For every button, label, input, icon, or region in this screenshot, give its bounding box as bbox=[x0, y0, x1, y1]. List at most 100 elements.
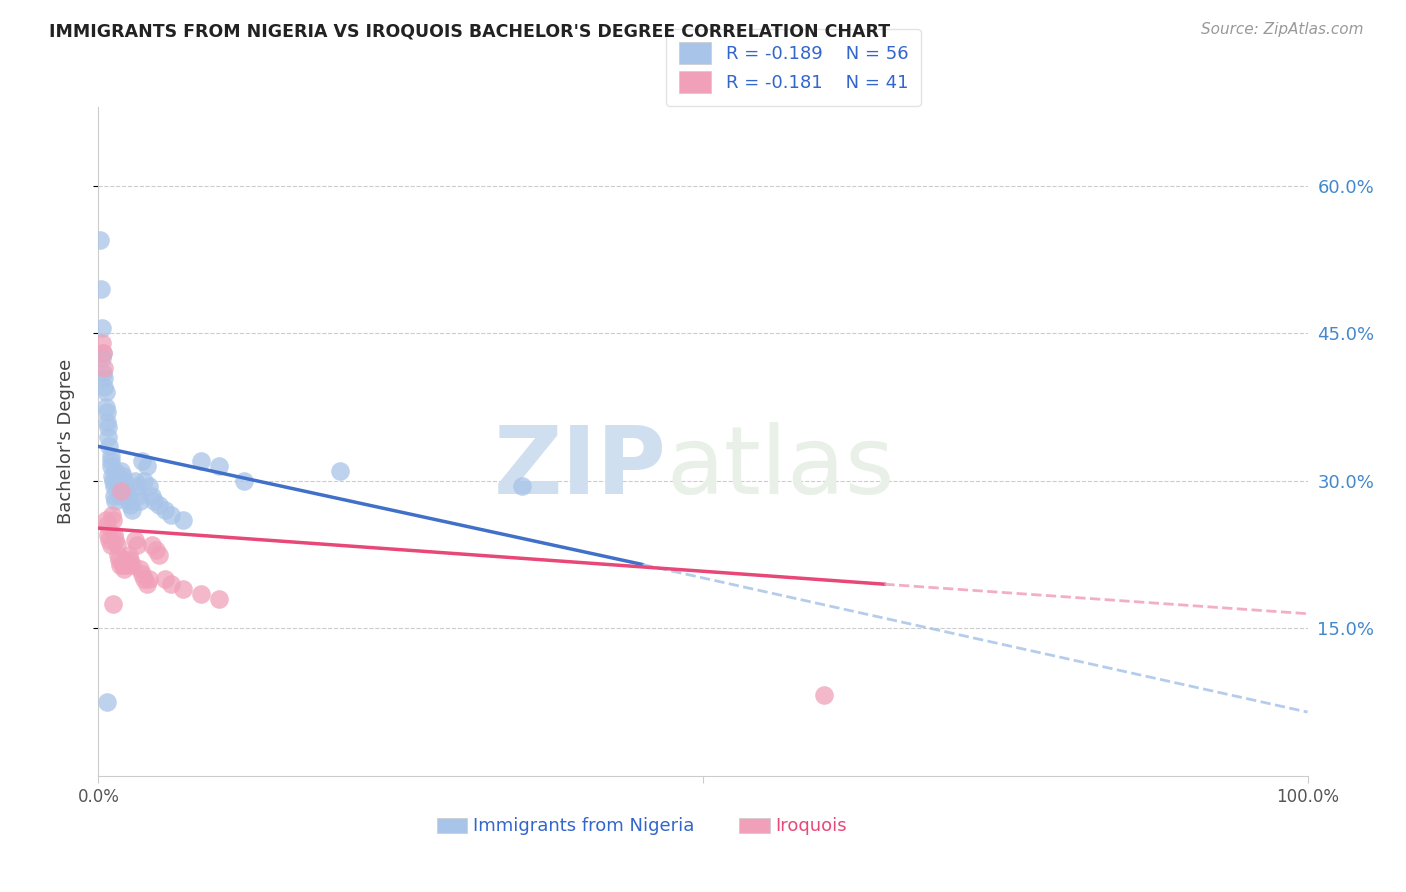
Point bbox=[124, 533, 146, 547]
Point bbox=[100, 450, 122, 464]
Point bbox=[128, 493, 150, 508]
Point bbox=[134, 474, 156, 488]
Point bbox=[118, 499, 141, 513]
Point bbox=[103, 479, 125, 493]
Point bbox=[121, 558, 143, 572]
Text: IMMIGRANTS FROM NIGERIA VS IROQUOIS BACHELOR'S DEGREE CORRELATION CHART: IMMIGRANTS FROM NIGERIA VS IROQUOIS BACH… bbox=[49, 22, 890, 40]
Point bbox=[110, 483, 132, 498]
Point bbox=[148, 499, 170, 513]
Point bbox=[105, 538, 128, 552]
Point bbox=[101, 474, 124, 488]
Point bbox=[108, 489, 131, 503]
Point bbox=[148, 548, 170, 562]
Point bbox=[105, 469, 128, 483]
Point bbox=[93, 360, 115, 375]
Point bbox=[96, 405, 118, 419]
Point bbox=[111, 558, 134, 572]
Point bbox=[91, 346, 114, 360]
Point bbox=[108, 552, 131, 566]
Point bbox=[160, 577, 183, 591]
Point bbox=[208, 459, 231, 474]
Bar bbox=[437, 818, 467, 833]
Point bbox=[172, 582, 194, 596]
Point bbox=[89, 233, 111, 247]
Point bbox=[104, 493, 127, 508]
Text: Iroquois: Iroquois bbox=[776, 816, 848, 835]
Point bbox=[91, 351, 114, 365]
Point bbox=[93, 380, 115, 394]
Point bbox=[118, 493, 141, 508]
Point bbox=[96, 695, 118, 709]
Point bbox=[98, 533, 121, 547]
Point bbox=[131, 567, 153, 582]
Point bbox=[97, 429, 120, 443]
Point bbox=[153, 572, 176, 586]
Point bbox=[91, 336, 114, 351]
Point bbox=[91, 366, 114, 380]
Point bbox=[100, 469, 122, 483]
Point bbox=[97, 419, 120, 434]
Point bbox=[114, 479, 136, 493]
Point bbox=[141, 538, 163, 552]
Point bbox=[329, 464, 352, 478]
Point bbox=[110, 464, 132, 478]
Point bbox=[510, 479, 533, 493]
Point bbox=[91, 346, 114, 360]
Point bbox=[118, 552, 141, 566]
Point bbox=[103, 489, 125, 503]
Point bbox=[104, 464, 127, 478]
Point bbox=[93, 370, 115, 384]
Point bbox=[145, 542, 167, 557]
Point bbox=[127, 489, 149, 503]
Point bbox=[138, 479, 160, 493]
Point bbox=[127, 479, 149, 493]
Point bbox=[172, 513, 194, 527]
Point bbox=[111, 469, 134, 483]
Point bbox=[94, 400, 117, 414]
Point bbox=[97, 528, 120, 542]
Text: ZIP: ZIP bbox=[494, 422, 666, 515]
Point bbox=[101, 513, 124, 527]
Point bbox=[124, 474, 146, 488]
Point bbox=[138, 572, 160, 586]
Point bbox=[232, 474, 254, 488]
Point bbox=[127, 538, 149, 552]
Point bbox=[160, 508, 183, 523]
Point bbox=[108, 558, 131, 572]
Point bbox=[143, 493, 166, 508]
Point bbox=[107, 474, 129, 488]
Point bbox=[91, 321, 114, 335]
Text: Immigrants from Nigeria: Immigrants from Nigeria bbox=[474, 816, 695, 835]
Point bbox=[153, 503, 176, 517]
Point bbox=[96, 518, 118, 533]
Point bbox=[118, 548, 141, 562]
Bar bbox=[740, 818, 769, 833]
Point bbox=[117, 558, 139, 572]
Point bbox=[131, 454, 153, 468]
Point bbox=[112, 562, 135, 576]
Point bbox=[190, 454, 212, 468]
Point bbox=[100, 454, 122, 468]
Point bbox=[208, 591, 231, 606]
Point bbox=[114, 552, 136, 566]
Point bbox=[813, 689, 835, 703]
Point bbox=[100, 538, 122, 552]
Point bbox=[100, 459, 122, 474]
Point bbox=[128, 562, 150, 576]
Point bbox=[121, 503, 143, 517]
Point bbox=[101, 597, 124, 611]
Point bbox=[104, 533, 127, 547]
Point bbox=[94, 385, 117, 400]
Text: Source: ZipAtlas.com: Source: ZipAtlas.com bbox=[1201, 22, 1364, 37]
Point bbox=[108, 479, 131, 493]
Point bbox=[96, 415, 118, 429]
Point bbox=[98, 440, 121, 454]
Text: atlas: atlas bbox=[666, 422, 896, 515]
Point bbox=[134, 572, 156, 586]
Point bbox=[117, 489, 139, 503]
Point bbox=[90, 282, 112, 296]
Y-axis label: Bachelor's Degree: Bachelor's Degree bbox=[56, 359, 75, 524]
Point bbox=[135, 459, 157, 474]
Legend: R = -0.189    N = 56, R = -0.181    N = 41: R = -0.189 N = 56, R = -0.181 N = 41 bbox=[666, 29, 921, 105]
Point bbox=[103, 528, 125, 542]
